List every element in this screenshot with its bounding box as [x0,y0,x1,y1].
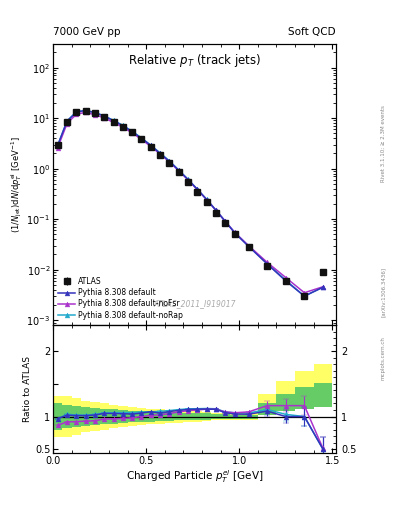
Pythia 8.308 default-noFsr [283,274,288,281]
Pythia 8.308 default-noFsr [93,112,97,118]
Pythia 8.308 default-noRap [232,229,237,236]
Pythia 8.308 default-noRap [246,243,251,249]
Pythia 8.308 default-noRap [74,109,79,115]
Pythia 8.308 default-noRap [158,150,162,156]
Pythia 8.308 default-noRap [93,110,97,116]
Text: Soft QCD: Soft QCD [288,27,336,37]
Text: Relative $p_T$ (track jets): Relative $p_T$ (track jets) [128,52,261,69]
Pythia 8.308 default-noFsr [121,124,125,131]
Text: Rivet 3.1.10; ≥ 2.3M events: Rivet 3.1.10; ≥ 2.3M events [381,105,386,182]
Pythia 8.308 default-noRap [204,196,209,202]
Pythia 8.308 default [246,243,251,249]
Y-axis label: $(1/N_\mathrm{jet})\mathrm{d}N/\mathrm{d}p^{\mathrm{el}}_T\ [\mathrm{GeV}^{-1}]$: $(1/N_\mathrm{jet})\mathrm{d}N/\mathrm{d… [9,136,24,232]
Pythia 8.308 default-noFsr [265,259,270,265]
Pythia 8.308 default-noRap [167,158,172,164]
Line: Pythia 8.308 default-noRap: Pythia 8.308 default-noRap [55,108,325,298]
Pythia 8.308 default-noRap [130,128,134,134]
Pythia 8.308 default-noRap [111,117,116,123]
X-axis label: Charged Particle $p_T^{el}$ [GeV]: Charged Particle $p_T^{el}$ [GeV] [126,468,263,485]
Pythia 8.308 default [102,113,107,119]
Pythia 8.308 default-noFsr [246,243,251,249]
Pythia 8.308 default-noFsr [321,284,325,290]
Pythia 8.308 default-noFsr [83,110,88,116]
Pythia 8.308 default-noRap [176,167,181,173]
Pythia 8.308 default-noFsr [149,143,153,150]
Pythia 8.308 default-noFsr [111,119,116,125]
Pythia 8.308 default-noRap [223,218,228,224]
Pythia 8.308 default-noFsr [102,115,107,121]
Pythia 8.308 default [93,110,97,116]
Pythia 8.308 default-noRap [55,142,60,148]
Pythia 8.308 default [74,109,79,115]
Pythia 8.308 default [111,118,116,124]
Pythia 8.308 default-noRap [283,277,288,283]
Pythia 8.308 default-noFsr [232,229,237,236]
Pythia 8.308 default [121,122,125,129]
Pythia 8.308 default [167,158,172,164]
Pythia 8.308 default-noRap [195,186,200,193]
Pythia 8.308 default [223,219,228,225]
Pythia 8.308 default [176,167,181,174]
Pythia 8.308 default-noFsr [176,167,181,174]
Pythia 8.308 default-noFsr [65,120,70,126]
Pythia 8.308 default [65,118,70,124]
Pythia 8.308 default-noRap [149,142,153,148]
Pythia 8.308 default-noFsr [185,177,190,183]
Pythia 8.308 default-noFsr [223,218,228,224]
Pythia 8.308 default-noFsr [302,290,307,296]
Text: ATLAS_2011_I919017: ATLAS_2011_I919017 [153,299,236,308]
Pythia 8.308 default-noFsr [130,130,134,136]
Text: mcplots.cern.ch: mcplots.cern.ch [381,336,386,380]
Pythia 8.308 default [265,261,270,267]
Pythia 8.308 default [213,207,218,214]
Pythia 8.308 default [204,197,209,203]
Pythia 8.308 default-noRap [139,135,144,141]
Pythia 8.308 default [130,129,134,135]
Pythia 8.308 default-noFsr [158,151,162,157]
Pythia 8.308 default-noRap [65,118,70,124]
Pythia 8.308 default-noFsr [213,207,218,214]
Pythia 8.308 default-noRap [102,113,107,119]
Pythia 8.308 default-noFsr [167,159,172,165]
Pythia 8.308 default [55,142,60,148]
Pythia 8.308 default-noRap [213,207,218,213]
Pythia 8.308 default [232,229,237,236]
Text: 7000 GeV pp: 7000 GeV pp [53,27,121,37]
Pythia 8.308 default [149,142,153,148]
Pythia 8.308 default [158,151,162,157]
Pythia 8.308 default [195,186,200,193]
Pythia 8.308 default [139,135,144,141]
Line: Pythia 8.308 default: Pythia 8.308 default [55,108,325,298]
Pythia 8.308 default-noRap [265,261,270,267]
Pythia 8.308 default-noRap [302,293,307,299]
Legend: ATLAS, Pythia 8.308 default, Pythia 8.308 default-noFsr, Pythia 8.308 default-no: ATLAS, Pythia 8.308 default, Pythia 8.30… [57,275,185,322]
Pythia 8.308 default-noFsr [195,186,200,193]
Text: [arXiv:1306.3436]: [arXiv:1306.3436] [381,267,386,317]
Pythia 8.308 default [185,177,190,183]
Pythia 8.308 default [302,293,307,299]
Pythia 8.308 default-noRap [321,284,325,290]
Pythia 8.308 default-noFsr [139,136,144,142]
Pythia 8.308 default [83,108,88,114]
Pythia 8.308 default-noFsr [55,144,60,151]
Pythia 8.308 default-noFsr [204,197,209,203]
Line: Pythia 8.308 default-noFsr: Pythia 8.308 default-noFsr [55,110,325,295]
Pythia 8.308 default-noRap [121,122,125,129]
Y-axis label: Ratio to ATLAS: Ratio to ATLAS [23,356,32,422]
Pythia 8.308 default-noRap [83,107,88,113]
Pythia 8.308 default-noRap [185,176,190,182]
Pythia 8.308 default [321,284,325,290]
Pythia 8.308 default [283,278,288,284]
Pythia 8.308 default-noFsr [74,111,79,117]
